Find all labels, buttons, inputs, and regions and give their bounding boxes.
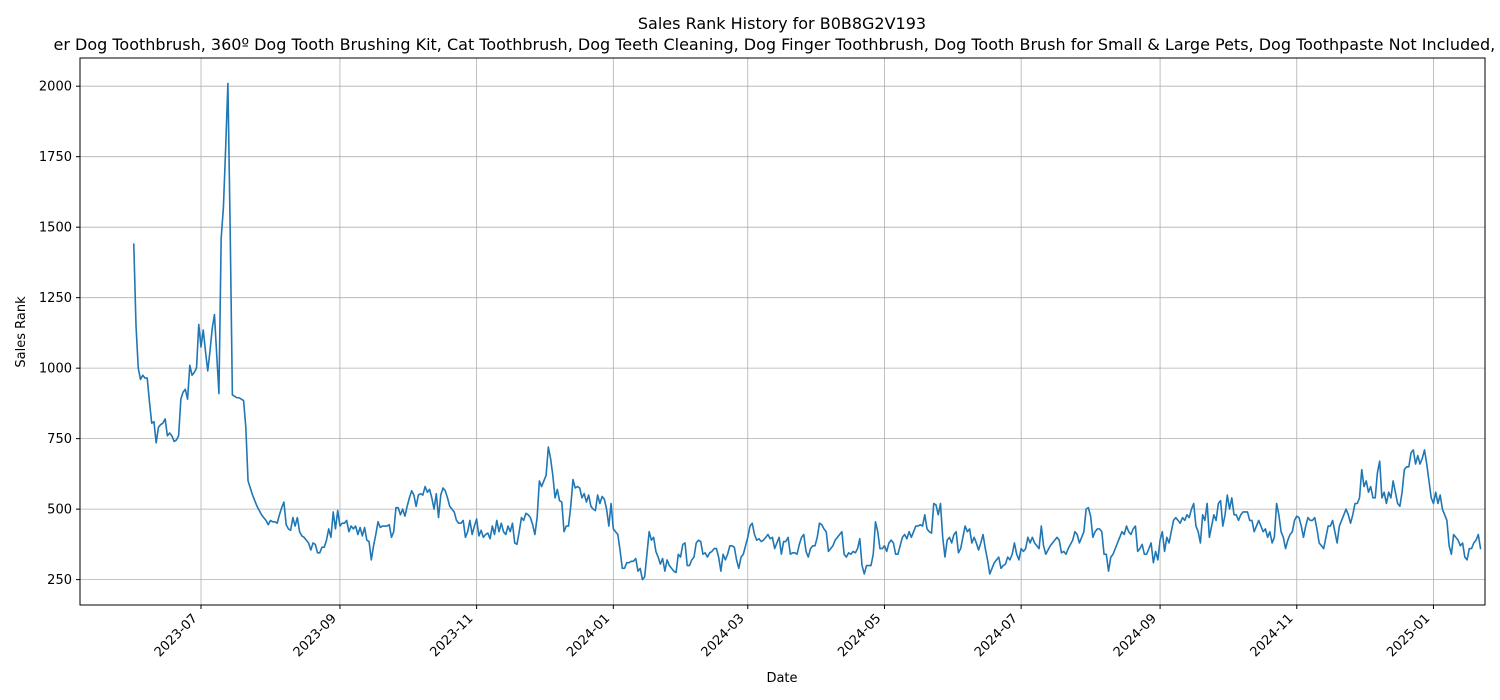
y-tick-label: 750 xyxy=(47,432,72,447)
y-tick-label: 500 xyxy=(47,503,72,518)
y-tick-label: 250 xyxy=(47,573,72,588)
y-tick-label: 2000 xyxy=(39,80,72,95)
y-tick-label: 1250 xyxy=(39,291,72,306)
y-axis-label: Sales Rank xyxy=(14,296,29,368)
x-axis-label: Date xyxy=(766,671,797,686)
series-line-sales-rank xyxy=(132,82,1482,581)
data-series xyxy=(132,82,1482,581)
y-tick-label: 1500 xyxy=(39,221,72,236)
chart-title: Sales Rank History for B0B8G2V193 xyxy=(638,14,926,33)
chart-subtitle: er Dog Toothbrush, 360º Dog Tooth Brushi… xyxy=(54,35,1500,54)
y-axis-ticks: 250 500 750 1000 1250 1500 1750 2000 xyxy=(39,80,80,588)
y-tick-label: 1000 xyxy=(39,362,72,377)
y-tick-label: 1750 xyxy=(39,150,72,165)
grid-lines xyxy=(80,58,1485,605)
plot-area-frame xyxy=(79,57,1486,606)
